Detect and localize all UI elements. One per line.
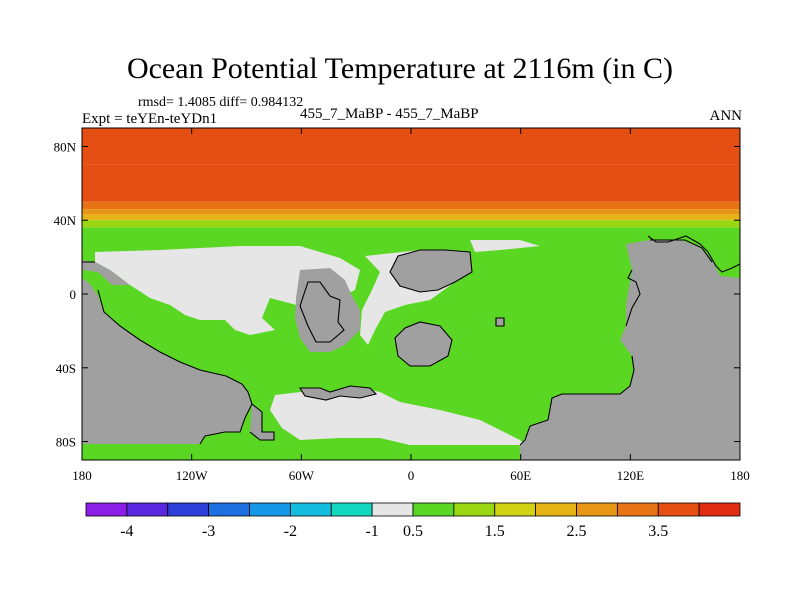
- colorbar-swatch: [126, 502, 169, 517]
- ocean-zone-band: [82, 128, 740, 165]
- colorbar-swatch: [657, 502, 700, 517]
- ocean-zone-band: [82, 220, 740, 228]
- colorbar-label: 3.5: [648, 523, 668, 540]
- colorbar-label: 0.5: [403, 523, 423, 540]
- ocean-zone-band: [82, 214, 740, 221]
- colorbar-swatch: [330, 502, 373, 517]
- experiment-label: Expt = teYEn-teYDn1: [82, 111, 218, 127]
- x-tick-label: 60E: [510, 468, 531, 483]
- colorbar-swatch: [576, 502, 618, 517]
- colorbar-swatch: [616, 502, 659, 517]
- colorbar-swatch: [85, 502, 128, 517]
- y-axis-ticks: 80N 40N 0 40S 80S: [54, 139, 740, 450]
- colorbar-swatch: [535, 502, 577, 517]
- y-tick-label: 0: [70, 287, 77, 302]
- colorbar-swatch: [371, 502, 414, 517]
- x-tick-label: 180: [72, 468, 92, 483]
- land-masses: [82, 235, 740, 460]
- y-tick-label: 40N: [54, 213, 77, 228]
- colorbar: -4 -3 -2 -1 0.5 1.5 2.5 3.5: [85, 502, 741, 540]
- colorbar-swatch: [208, 502, 250, 517]
- ocean-zone-band: [82, 209, 740, 215]
- ocean-zone-band: [82, 164, 740, 202]
- colorbar-swatch: [453, 502, 496, 517]
- colorbar-label: -3: [202, 523, 215, 540]
- colorbar-swatch: [698, 502, 741, 517]
- colorbar-label: 2.5: [567, 523, 587, 540]
- colorbar-swatch: [249, 502, 291, 517]
- season-label: ANN: [709, 108, 743, 124]
- colorbar-label: -1: [365, 523, 378, 540]
- colorbar-swatch: [494, 502, 537, 517]
- y-tick-label: 80S: [56, 435, 76, 450]
- case-comparison-label: 455_7_MaBP - 455_7_MaBP: [300, 106, 479, 122]
- x-tick-label: 120E: [617, 468, 645, 483]
- x-tick-label: 60W: [289, 468, 315, 483]
- colorbar-label: 1.5: [485, 523, 505, 540]
- colorbar-label: -2: [284, 523, 297, 540]
- map-plot-area: [82, 128, 740, 460]
- map-title: Ocean Potential Temperature at 2116m (in…: [126, 52, 674, 85]
- x-tick-label: 180: [730, 468, 750, 483]
- x-tick-label: 120W: [176, 468, 209, 483]
- rmsd-diff-stats: rmsd= 1.4085 diff= 0.984132: [138, 95, 304, 110]
- ocean-zone-band: [82, 201, 740, 210]
- x-axis-ticks: 180 120W 60W 0 60E 120E 180: [72, 128, 750, 483]
- x-tick-label: 0: [408, 468, 415, 483]
- colorbar-swatch: [167, 502, 210, 517]
- y-tick-label: 80N: [54, 139, 77, 154]
- y-tick-label: 40S: [56, 361, 76, 376]
- colorbar-label: -4: [120, 523, 133, 540]
- colorbar-swatch: [412, 502, 455, 517]
- colorbar-swatch: [289, 502, 332, 517]
